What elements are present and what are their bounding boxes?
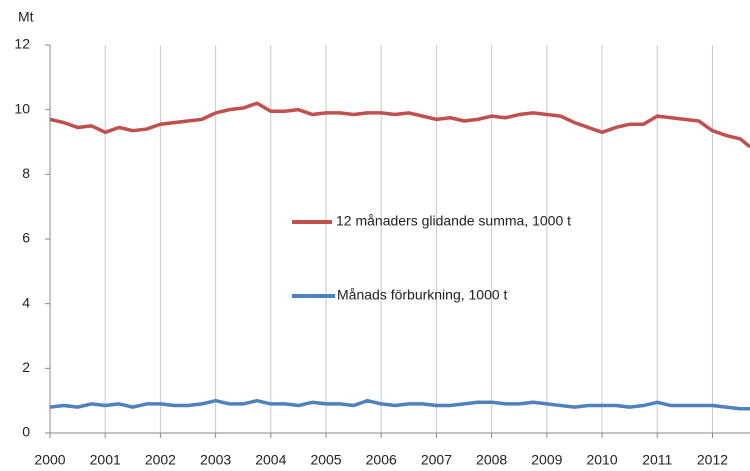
x-tick-label: 2005 (310, 452, 341, 468)
y-tick-label: 6 (22, 230, 30, 246)
series-line (49, 398, 750, 411)
x-tick-label: 2003 (200, 452, 231, 468)
y-tick-label: 0 (22, 424, 30, 440)
y-axis-label: Mt (18, 9, 34, 25)
x-tick-label: 2012 (697, 452, 728, 468)
y-tick-label: 10 (14, 100, 30, 116)
x-tick-label: 2011 (642, 452, 672, 468)
x-tick-label: 2007 (421, 452, 452, 468)
legend-label: Månads förburkning, 1000 t (337, 287, 508, 303)
y-tick-label: 2 (22, 359, 30, 375)
x-tick-label: 2000 (34, 452, 65, 468)
x-tick-label: 2002 (145, 452, 176, 468)
y-tick-label: 8 (22, 165, 30, 181)
x-tick-label: 2010 (586, 452, 617, 468)
y-tick-label: 4 (22, 294, 30, 310)
x-tick-label: 2008 (476, 452, 507, 468)
series-line (49, 101, 750, 149)
x-tick-label: 2006 (366, 452, 397, 468)
x-tick-label: 2001 (90, 452, 121, 468)
legend-label: 12 månaders glidande summa, 1000 t (336, 213, 571, 229)
x-tick-label: 2004 (255, 452, 286, 468)
y-tick-label: 12 (14, 36, 30, 52)
x-tick-label: 2009 (531, 452, 562, 468)
